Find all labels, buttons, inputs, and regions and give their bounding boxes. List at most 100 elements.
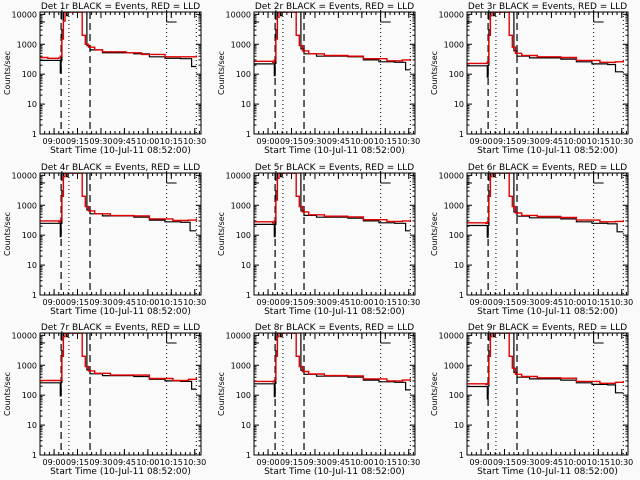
y-tick-label: 10000 — [439, 171, 464, 180]
y-axis-label: Counts/sec — [3, 51, 12, 95]
x-tick-label: 09:30 — [516, 298, 539, 307]
x-tick-label: 10:15 — [587, 137, 610, 146]
y-axis-label: Counts/sec — [217, 212, 226, 256]
x-tick-label: 09:00 — [470, 298, 493, 307]
panel-2: Det 2r BLACK = Events, RED = LLD Counts/s… — [217, 2, 420, 156]
x-tick-label: 10:15 — [587, 458, 610, 467]
x-tick-label: 10:00 — [563, 458, 586, 467]
panel-1: Det 1r BLACK = Events, RED = LLD Counts/s… — [3, 2, 206, 156]
y-tick-label: 10000 — [12, 10, 37, 19]
y-tick-label: 10 — [27, 100, 37, 109]
x-tick-label: 10:00 — [563, 298, 586, 307]
series-lld-line — [467, 333, 624, 386]
x-tick-label: 10:00 — [563, 137, 586, 146]
x-tick-label: 09:15 — [66, 458, 89, 467]
y-tick-label: 1 — [459, 130, 464, 139]
series-lld-line — [40, 12, 197, 59]
y-tick-label: 1 — [459, 451, 464, 460]
series-events-line — [40, 173, 197, 238]
x-tick-label: 10:15 — [160, 298, 183, 307]
panel-4: Det 4r BLACK = Events, RED = LLD Counts/s… — [3, 163, 206, 317]
x-tick-label: 09:30 — [303, 458, 326, 467]
x-tick-label: 09:00 — [43, 458, 66, 467]
x-tick-label: 10:00 — [136, 298, 159, 307]
x-tick-label: 09:45 — [327, 137, 350, 146]
plot-frame — [466, 172, 629, 296]
plot-frame — [466, 332, 629, 456]
x-axis-label: Start Time (10-Jul-11 08:52:00) — [264, 307, 405, 317]
x-tick-label: 10:30 — [183, 137, 206, 146]
y-tick-label: 1000 — [444, 40, 464, 49]
series-events-line — [467, 12, 624, 78]
y-tick-label: 100 — [22, 231, 37, 240]
attenuator-state-marks — [254, 10, 391, 23]
x-tick-label: 09:15 — [280, 298, 303, 307]
x-tick-label: 09:00 — [257, 298, 280, 307]
x-tick-label: 10:15 — [374, 458, 397, 467]
x-tick-label: 09:00 — [470, 137, 493, 146]
x-tick-label: 10:15 — [374, 298, 397, 307]
y-tick-label: 1000 — [17, 40, 37, 49]
x-axis-label: Start Time (10-Jul-11 08:52:00) — [50, 307, 191, 317]
y-tick-label: 10 — [454, 261, 464, 270]
y-tick-label: 100 — [236, 231, 251, 240]
panel-5: Det 5r BLACK = Events, RED = LLD Counts/s… — [217, 163, 420, 317]
x-tick-label: 09:30 — [303, 298, 326, 307]
x-tick-label: 10:30 — [397, 298, 420, 307]
y-axis-label: Counts/sec — [430, 212, 439, 256]
x-tick-label: 09:30 — [303, 137, 326, 146]
x-tick-label: 10:15 — [587, 298, 610, 307]
panel-9: Det 9r BLACK = Events, RED = LLD Counts/s… — [430, 323, 633, 477]
y-tick-label: 100 — [449, 231, 464, 240]
y-tick-label: 10 — [454, 421, 464, 430]
y-tick-label: 10000 — [439, 10, 464, 19]
x-axis-label: Start Time (10-Jul-11 08:52:00) — [477, 307, 618, 317]
y-tick-label: 1000 — [231, 40, 251, 49]
y-tick-label: 10000 — [12, 331, 37, 340]
y-tick-label: 100 — [22, 391, 37, 400]
x-tick-label: 09:15 — [493, 298, 516, 307]
x-tick-label: 10:00 — [350, 458, 373, 467]
x-axis-label: Start Time (10-Jul-11 08:52:00) — [264, 146, 405, 156]
attenuator-state-marks — [467, 10, 604, 23]
panel-title: Det 5r BLACK = Events, RED = LLD — [255, 163, 414, 173]
y-tick-label: 1 — [459, 291, 464, 300]
y-tick-label: 10000 — [226, 331, 251, 340]
series-events-line — [254, 173, 411, 238]
x-tick-label: 10:00 — [350, 137, 373, 146]
series-lld-line — [254, 12, 411, 63]
attenuator-state-marks — [40, 10, 177, 23]
y-tick-label: 10 — [454, 100, 464, 109]
x-tick-label: 10:30 — [610, 298, 633, 307]
attenuator-state-marks — [254, 331, 391, 344]
y-axis-label: Counts/sec — [3, 372, 12, 416]
x-tick-label: 09:00 — [43, 137, 66, 146]
x-tick-label: 09:00 — [257, 137, 280, 146]
x-tick-label: 09:45 — [540, 458, 563, 467]
y-tick-label: 10000 — [439, 331, 464, 340]
x-tick-label: 09:30 — [516, 137, 539, 146]
y-tick-label: 100 — [449, 70, 464, 79]
y-tick-label: 100 — [449, 391, 464, 400]
plot-frame — [39, 11, 202, 135]
y-tick-label: 10 — [27, 421, 37, 430]
plot-frame — [39, 172, 202, 296]
x-tick-label: 09:30 — [89, 137, 112, 146]
y-tick-label: 100 — [236, 70, 251, 79]
x-tick-label: 09:00 — [43, 298, 66, 307]
x-tick-label: 09:45 — [113, 137, 136, 146]
attenuator-state-marks — [254, 171, 391, 184]
x-tick-label: 09:45 — [327, 458, 350, 467]
x-tick-label: 10:15 — [160, 458, 183, 467]
y-tick-label: 10 — [241, 100, 251, 109]
x-tick-label: 09:15 — [66, 137, 89, 146]
y-tick-label: 1 — [32, 451, 37, 460]
panel-title: Det 9r BLACK = Events, RED = LLD — [468, 323, 627, 333]
plot-frame — [253, 332, 416, 456]
panel-title: Det 6r BLACK = Events, RED = LLD — [468, 163, 627, 173]
series-events-line — [467, 173, 624, 238]
x-tick-label: 09:00 — [257, 458, 280, 467]
x-tick-label: 10:30 — [183, 458, 206, 467]
x-tick-label: 09:45 — [540, 137, 563, 146]
